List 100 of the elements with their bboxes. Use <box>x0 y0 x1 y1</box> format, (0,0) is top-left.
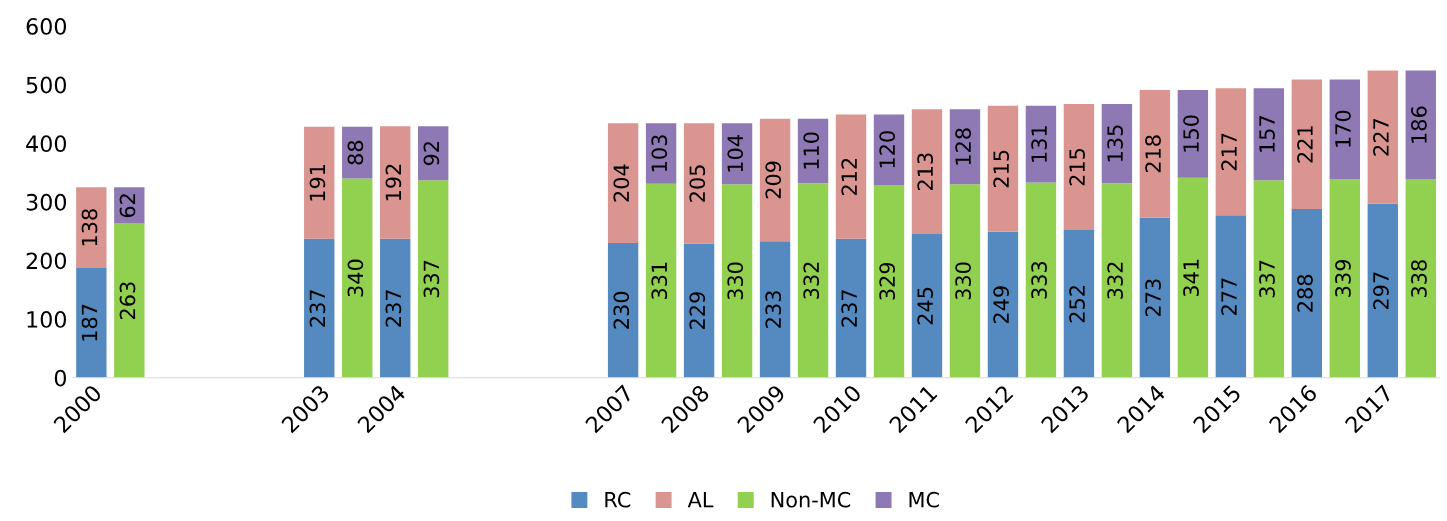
bar <box>380 238 411 378</box>
data-label: 212 <box>841 158 857 196</box>
data-label: 103 <box>651 135 668 172</box>
data-label: 330 <box>727 262 744 300</box>
bar <box>1101 104 1133 184</box>
data-label: 170 <box>1335 110 1351 147</box>
data-label: 138 <box>81 209 98 246</box>
y-tick-label: 0 <box>54 369 67 387</box>
bar <box>607 123 639 243</box>
data-label: 209 <box>765 161 782 199</box>
data-label: 213 <box>917 153 934 191</box>
bar <box>1329 79 1360 180</box>
bar <box>342 178 373 378</box>
bar <box>1025 105 1057 183</box>
data-label: 333 <box>1031 261 1047 299</box>
data-label: 331 <box>651 262 668 300</box>
bar <box>683 243 715 378</box>
bar <box>1025 182 1057 378</box>
data-label: 92 <box>423 142 440 166</box>
bar <box>873 184 905 378</box>
bar <box>1063 230 1095 378</box>
data-label: 187 <box>81 304 98 341</box>
data-label: 131 <box>1031 126 1047 162</box>
data-label: 330 <box>955 262 972 300</box>
data-label: 157 <box>1259 116 1275 152</box>
data-label: 237 <box>385 290 402 327</box>
data-label: 186 <box>1411 106 1427 143</box>
bar <box>683 123 715 244</box>
bar <box>114 223 145 378</box>
bar <box>1139 217 1171 378</box>
data-label: 120 <box>879 131 896 168</box>
data-label: 273 <box>1145 279 1161 317</box>
bar <box>418 180 449 378</box>
data-label: 128 <box>955 128 972 165</box>
data-label: 192 <box>385 164 402 201</box>
data-label: 230 <box>613 291 630 329</box>
bar <box>1253 88 1285 181</box>
data-label: 339 <box>1335 259 1351 297</box>
bar <box>76 268 107 378</box>
bar <box>1367 70 1398 204</box>
bar <box>1063 104 1095 231</box>
bar <box>1367 203 1398 378</box>
data-label: 237 <box>309 290 326 327</box>
data-label: 150 <box>1183 115 1199 152</box>
bar <box>418 126 449 181</box>
y-tick-label: 600 <box>26 18 67 35</box>
bar <box>1177 89 1209 178</box>
data-label: 332 <box>1107 262 1123 299</box>
data-label: 205 <box>689 165 706 202</box>
data-label: 62 <box>119 194 136 218</box>
data-label: 249 <box>993 286 1009 324</box>
data-label: 218 <box>1145 135 1161 173</box>
bar <box>1253 180 1285 378</box>
data-label: 337 <box>423 260 440 298</box>
bar <box>797 183 829 378</box>
data-label: 110 <box>803 132 820 169</box>
bar <box>721 184 753 378</box>
bar <box>911 234 943 378</box>
y-tick-label: 400 <box>26 135 67 153</box>
data-label: 233 <box>765 291 782 328</box>
legend-label: Non-MC <box>771 491 851 508</box>
bar <box>76 187 107 269</box>
data-label: 288 <box>1297 274 1313 312</box>
data-label: 329 <box>879 262 896 300</box>
bar <box>1139 89 1171 218</box>
data-label: 215 <box>1069 148 1085 186</box>
bar <box>835 114 867 239</box>
bar <box>380 126 411 239</box>
data-label: 341 <box>1183 259 1199 297</box>
bar <box>759 241 791 378</box>
data-label: 337 <box>1259 260 1275 298</box>
data-label: 338 <box>1411 260 1427 297</box>
bar <box>1291 79 1323 209</box>
data-label: 277 <box>1221 278 1237 315</box>
bar <box>1405 70 1436 180</box>
legend-label: AL <box>687 492 714 508</box>
data-label: 297 <box>1373 272 1389 310</box>
bar <box>949 184 981 378</box>
data-label: 252 <box>1069 286 1085 323</box>
data-label: 215 <box>993 150 1009 188</box>
legend-label: MC <box>909 491 939 508</box>
bar <box>114 187 145 224</box>
bar <box>1291 208 1323 378</box>
data-label: 340 <box>347 259 364 297</box>
bar <box>911 109 943 235</box>
bar <box>1405 179 1436 378</box>
bar <box>645 123 677 184</box>
legend-label: RC <box>605 491 631 508</box>
data-label: 332 <box>803 262 820 299</box>
bar <box>987 231 1019 378</box>
bar <box>1177 177 1209 378</box>
bar <box>1215 88 1247 216</box>
y-tick-label: 200 <box>26 252 67 270</box>
data-label: 135 <box>1107 125 1123 162</box>
bar <box>1101 183 1133 378</box>
data-label: 237 <box>841 290 858 327</box>
data-label: 217 <box>1221 133 1237 171</box>
bar <box>304 126 335 239</box>
bar <box>1215 215 1247 378</box>
data-label: 204 <box>613 164 630 202</box>
